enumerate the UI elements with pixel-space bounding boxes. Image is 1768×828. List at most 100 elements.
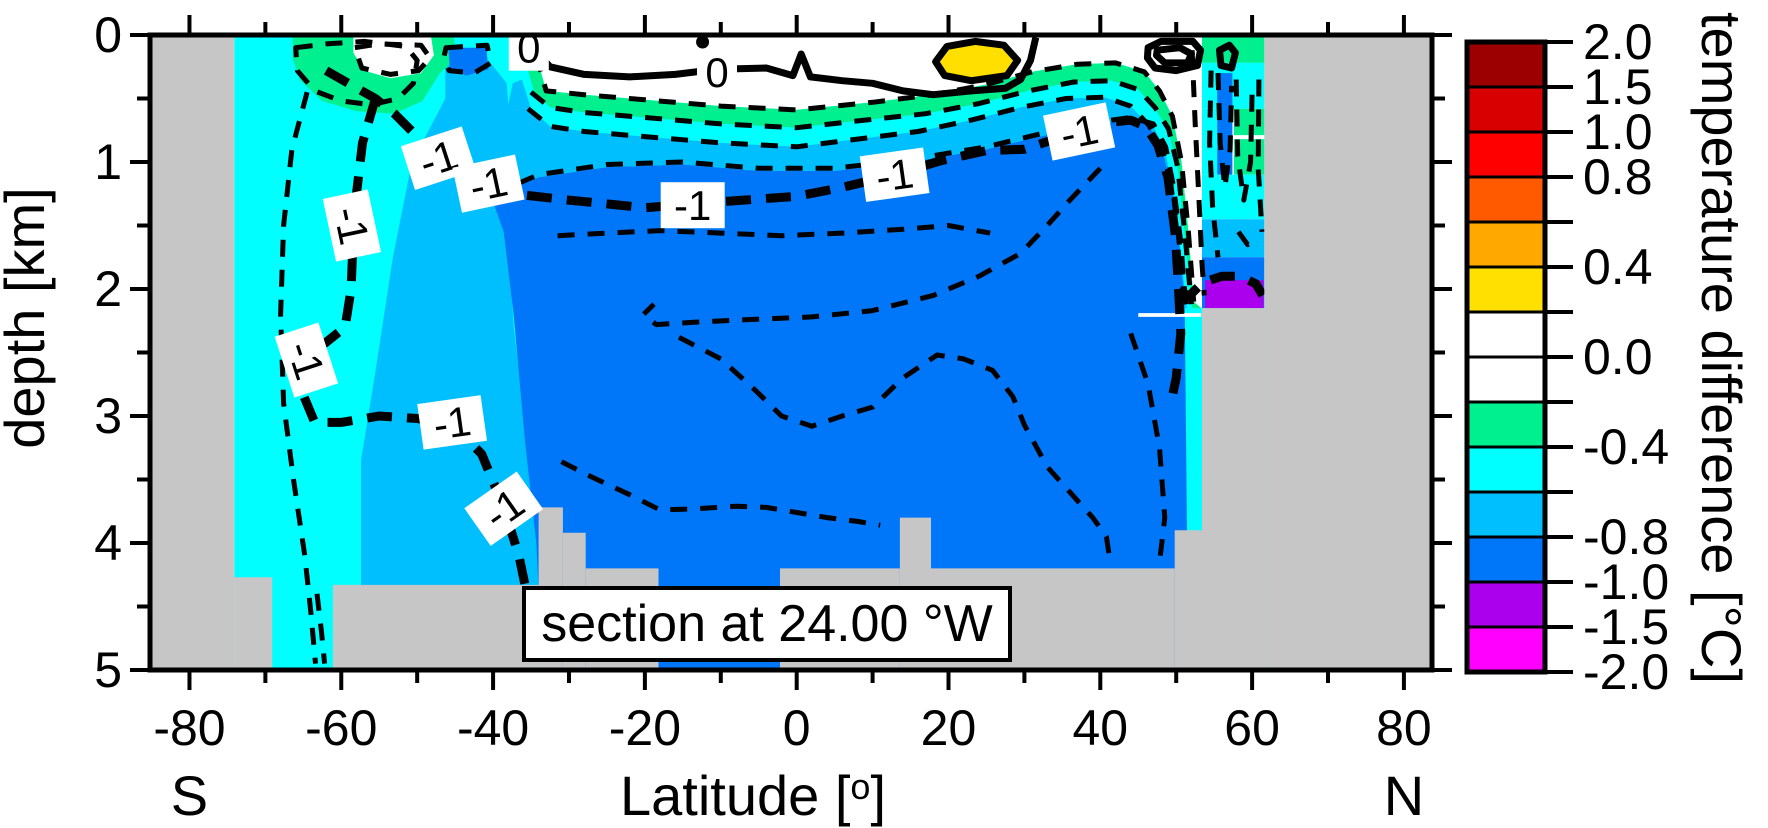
colorbar-cell	[1465, 400, 1547, 449]
colorbar-tick-label: 0.8	[1583, 149, 1653, 205]
colorbar-cell	[1465, 85, 1547, 134]
colorbar-cell	[1465, 490, 1547, 539]
colorbar-tick-label: 2.0	[1583, 14, 1653, 70]
contour-label-group: -1	[452, 154, 525, 213]
colorbar-cell	[1465, 220, 1547, 269]
region-white-surface-band	[520, 35, 1265, 309]
contour-dash-west-long	[278, 91, 318, 664]
colorbar-tick-label: -2.0	[1583, 644, 1669, 700]
colorbar-tick-label: -0.4	[1583, 419, 1669, 475]
colorbar-title: temperature difference [°C]	[1690, 12, 1753, 684]
contour-dash-inner-c2	[1128, 332, 1168, 556]
contour-label-box	[322, 189, 382, 262]
colorbar-cell	[1465, 580, 1547, 629]
colorbar-cell	[1465, 535, 1547, 584]
contour-label-box	[697, 48, 737, 95]
contour-dash-ne-v6	[1236, 230, 1258, 248]
colorbar-tick-label: -1.5	[1583, 599, 1669, 655]
floor-2	[332, 584, 539, 670]
colorbar-tick-label: -1.0	[1583, 554, 1669, 610]
chart-title: section at 24.00 °W	[541, 595, 992, 653]
contour-dash-white-blob-outline	[352, 41, 433, 77]
step-northeast	[1202, 308, 1265, 670]
x-axis-title: Latitude [o]	[620, 764, 886, 827]
y-tick-label: 5	[94, 642, 122, 698]
contour-dash-ne-v2	[1207, 70, 1221, 258]
y-tick-label: 0	[94, 7, 122, 63]
land-north	[1264, 35, 1432, 670]
axis-labels: -80 -60 -40 -20 0 20 40 60 80 0 1 2 3 4 5 S N Latitude [o…	[0, 7, 1432, 827]
contour-dash-ne-v3	[1215, 73, 1235, 190]
contour-label-group: 0	[697, 48, 737, 96]
contour-label-group: -1	[322, 189, 382, 262]
x-axis-north-label: N	[1384, 764, 1424, 827]
contour-dash-inner-c	[677, 335, 1113, 563]
contour-zero-yellow-outline	[932, 37, 1022, 85]
colorbar-cell	[1465, 175, 1547, 224]
contour-label-group: -1	[660, 182, 725, 229]
x-tick-label: 60	[1224, 700, 1280, 756]
land-south	[150, 35, 235, 670]
x-tick-label: -60	[305, 700, 377, 756]
colorbar-tick-label: 0.0	[1583, 329, 1653, 385]
region-lightblue-band	[491, 79, 1187, 309]
contour-dash-ne-v4	[1233, 79, 1255, 203]
contour-label-text: 0	[517, 25, 540, 72]
x-tick-label: -80	[153, 700, 225, 756]
contour-label-box	[508, 24, 549, 71]
contour-zero-ne-small-loop	[1216, 41, 1239, 72]
contour-label-group: -1	[859, 147, 930, 202]
contour-dash-b	[529, 78, 1194, 305]
colorbar: 2.01.51.00.8 0.4 0.0 -0.4 -0.8-1.0-1.5-2.0 te…	[1464, 12, 1753, 700]
contour-label-group: -1	[1043, 102, 1116, 161]
contour-dash-ne-v1	[1189, 50, 1207, 296]
y-tick-label: 4	[94, 515, 122, 571]
region-white-line-1	[1138, 313, 1202, 317]
colorbar-cell	[1465, 130, 1547, 179]
contour-label-text: 0	[705, 49, 728, 96]
shelf-antarctic	[234, 577, 273, 670]
contour-label-box	[660, 182, 725, 229]
contour-labels: 00-1-1 -1 -1-1-1-1-1-1	[274, 24, 1116, 546]
title-box: section at 24.00 °W	[522, 586, 1012, 662]
contour-dash-green-patch-outline	[293, 38, 420, 108]
x-axis-south-label: S	[171, 764, 208, 827]
region-ne-lightblue	[1202, 219, 1265, 258]
contour-dash-blue-patch-outline	[441, 42, 494, 76]
contour-label-text: -1	[873, 149, 917, 201]
colorbar-cell	[1465, 40, 1547, 89]
contour-label-box	[452, 154, 525, 213]
floor-5b	[1174, 530, 1202, 670]
zero-contour-dot	[696, 35, 710, 49]
contour-label-group: -1	[417, 395, 487, 450]
region-yellow-patch	[937, 43, 1016, 79]
x-tick-label: -40	[457, 700, 529, 756]
colorbar-cell	[1465, 445, 1547, 494]
contour-label-group: -1	[274, 322, 339, 398]
contour-minus1-ne-branch	[1166, 288, 1186, 405]
contour-dash-a	[533, 54, 1197, 302]
contour-minus1-west-branch	[299, 97, 530, 586]
y-tick-label: 2	[94, 261, 122, 317]
x-tick-label: -20	[609, 700, 681, 756]
axes	[130, 15, 1452, 690]
contour-label-box	[1043, 102, 1116, 161]
contour-label-text: -1	[430, 397, 474, 449]
contour-dash-inner-a	[557, 223, 991, 239]
contour-label-box	[859, 147, 930, 202]
title-box-rect	[522, 586, 1012, 662]
contour-label-group: 0	[508, 24, 549, 72]
contour-label-text: -1	[674, 182, 711, 229]
contour-label-box	[417, 395, 487, 450]
colorbar-cell	[1465, 265, 1547, 314]
contour-dash-notch	[314, 593, 328, 664]
contour-zero-ne-blob-inner	[1153, 44, 1195, 67]
contour-zero-ne-blob-outer	[1143, 37, 1204, 75]
x-tick-label: 80	[1376, 700, 1432, 756]
contour-label-box	[274, 322, 339, 398]
colorbar-tick-label: 0.4	[1583, 239, 1653, 295]
contour-dash-ne-v5	[1255, 79, 1265, 232]
colorbar-cell	[1465, 355, 1547, 404]
contour-label-box	[464, 471, 544, 546]
